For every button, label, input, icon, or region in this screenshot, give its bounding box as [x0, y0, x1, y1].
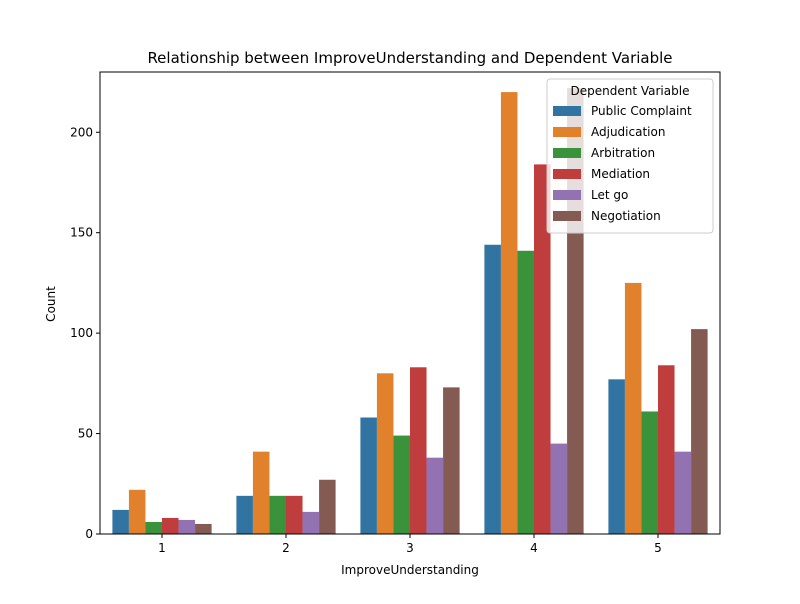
bar: [269, 495, 286, 534]
bar: [608, 379, 625, 534]
legend-title: Dependent Variable: [571, 84, 690, 98]
legend-swatch: [553, 190, 581, 200]
x-tick-label: 1: [158, 541, 166, 555]
x-tick-label: 2: [282, 541, 290, 555]
legend-label: Let go: [591, 188, 628, 202]
bar: [691, 329, 708, 534]
bar: [319, 479, 336, 534]
y-tick-label: 100: [70, 326, 93, 340]
legend: Dependent Variable Public Complaint Adjudi…: [546, 78, 714, 234]
x-tick-label: 4: [530, 541, 538, 555]
bar: [426, 457, 444, 534]
y-tick-label: 50: [78, 427, 93, 441]
bars-group: [112, 88, 708, 534]
bar: [145, 521, 162, 534]
legend-label: Public Complaint: [591, 104, 692, 118]
bar: [674, 451, 692, 534]
x-tick-label: 5: [654, 541, 662, 555]
y-tick-label: 150: [70, 226, 93, 240]
legend-frame: [546, 78, 714, 234]
bar: [195, 523, 212, 534]
bar: [534, 164, 551, 534]
y-axis-label: Count: [44, 286, 58, 322]
bar: [658, 365, 675, 534]
x-axis-label: ImproveUnderstanding: [341, 563, 479, 577]
bar: [484, 244, 501, 534]
bar: [236, 495, 253, 534]
bar: [550, 443, 568, 534]
bar: [286, 495, 303, 534]
bar: [443, 387, 460, 534]
bar: [517, 250, 534, 534]
chart-title: Relationship between ImproveUnderstandin…: [147, 49, 672, 67]
legend-swatch: [553, 148, 581, 158]
bar: [500, 92, 518, 534]
bar: [302, 511, 320, 534]
legend-label: Arbitration: [591, 146, 655, 160]
bar: [178, 519, 196, 534]
bar: [641, 411, 658, 534]
bar: [112, 509, 129, 534]
legend-swatch: [553, 169, 581, 179]
bar: [360, 417, 377, 534]
bar: [410, 367, 427, 534]
legend-label: Adjudication: [591, 125, 665, 139]
bar: [252, 451, 270, 534]
bar: [376, 373, 394, 534]
bar: [162, 517, 179, 534]
legend-swatch: [553, 127, 581, 137]
legend-swatch: [553, 106, 581, 116]
y-tick-label: 200: [70, 125, 93, 139]
legend-label: Negotiation: [591, 209, 661, 223]
y-tick-label: 0: [85, 527, 93, 541]
bar: [393, 435, 410, 534]
bar: [624, 282, 642, 534]
legend-swatch: [553, 211, 581, 221]
x-tick-label: 3: [406, 541, 414, 555]
bar: [128, 489, 146, 534]
legend-label: Mediation: [591, 167, 650, 181]
